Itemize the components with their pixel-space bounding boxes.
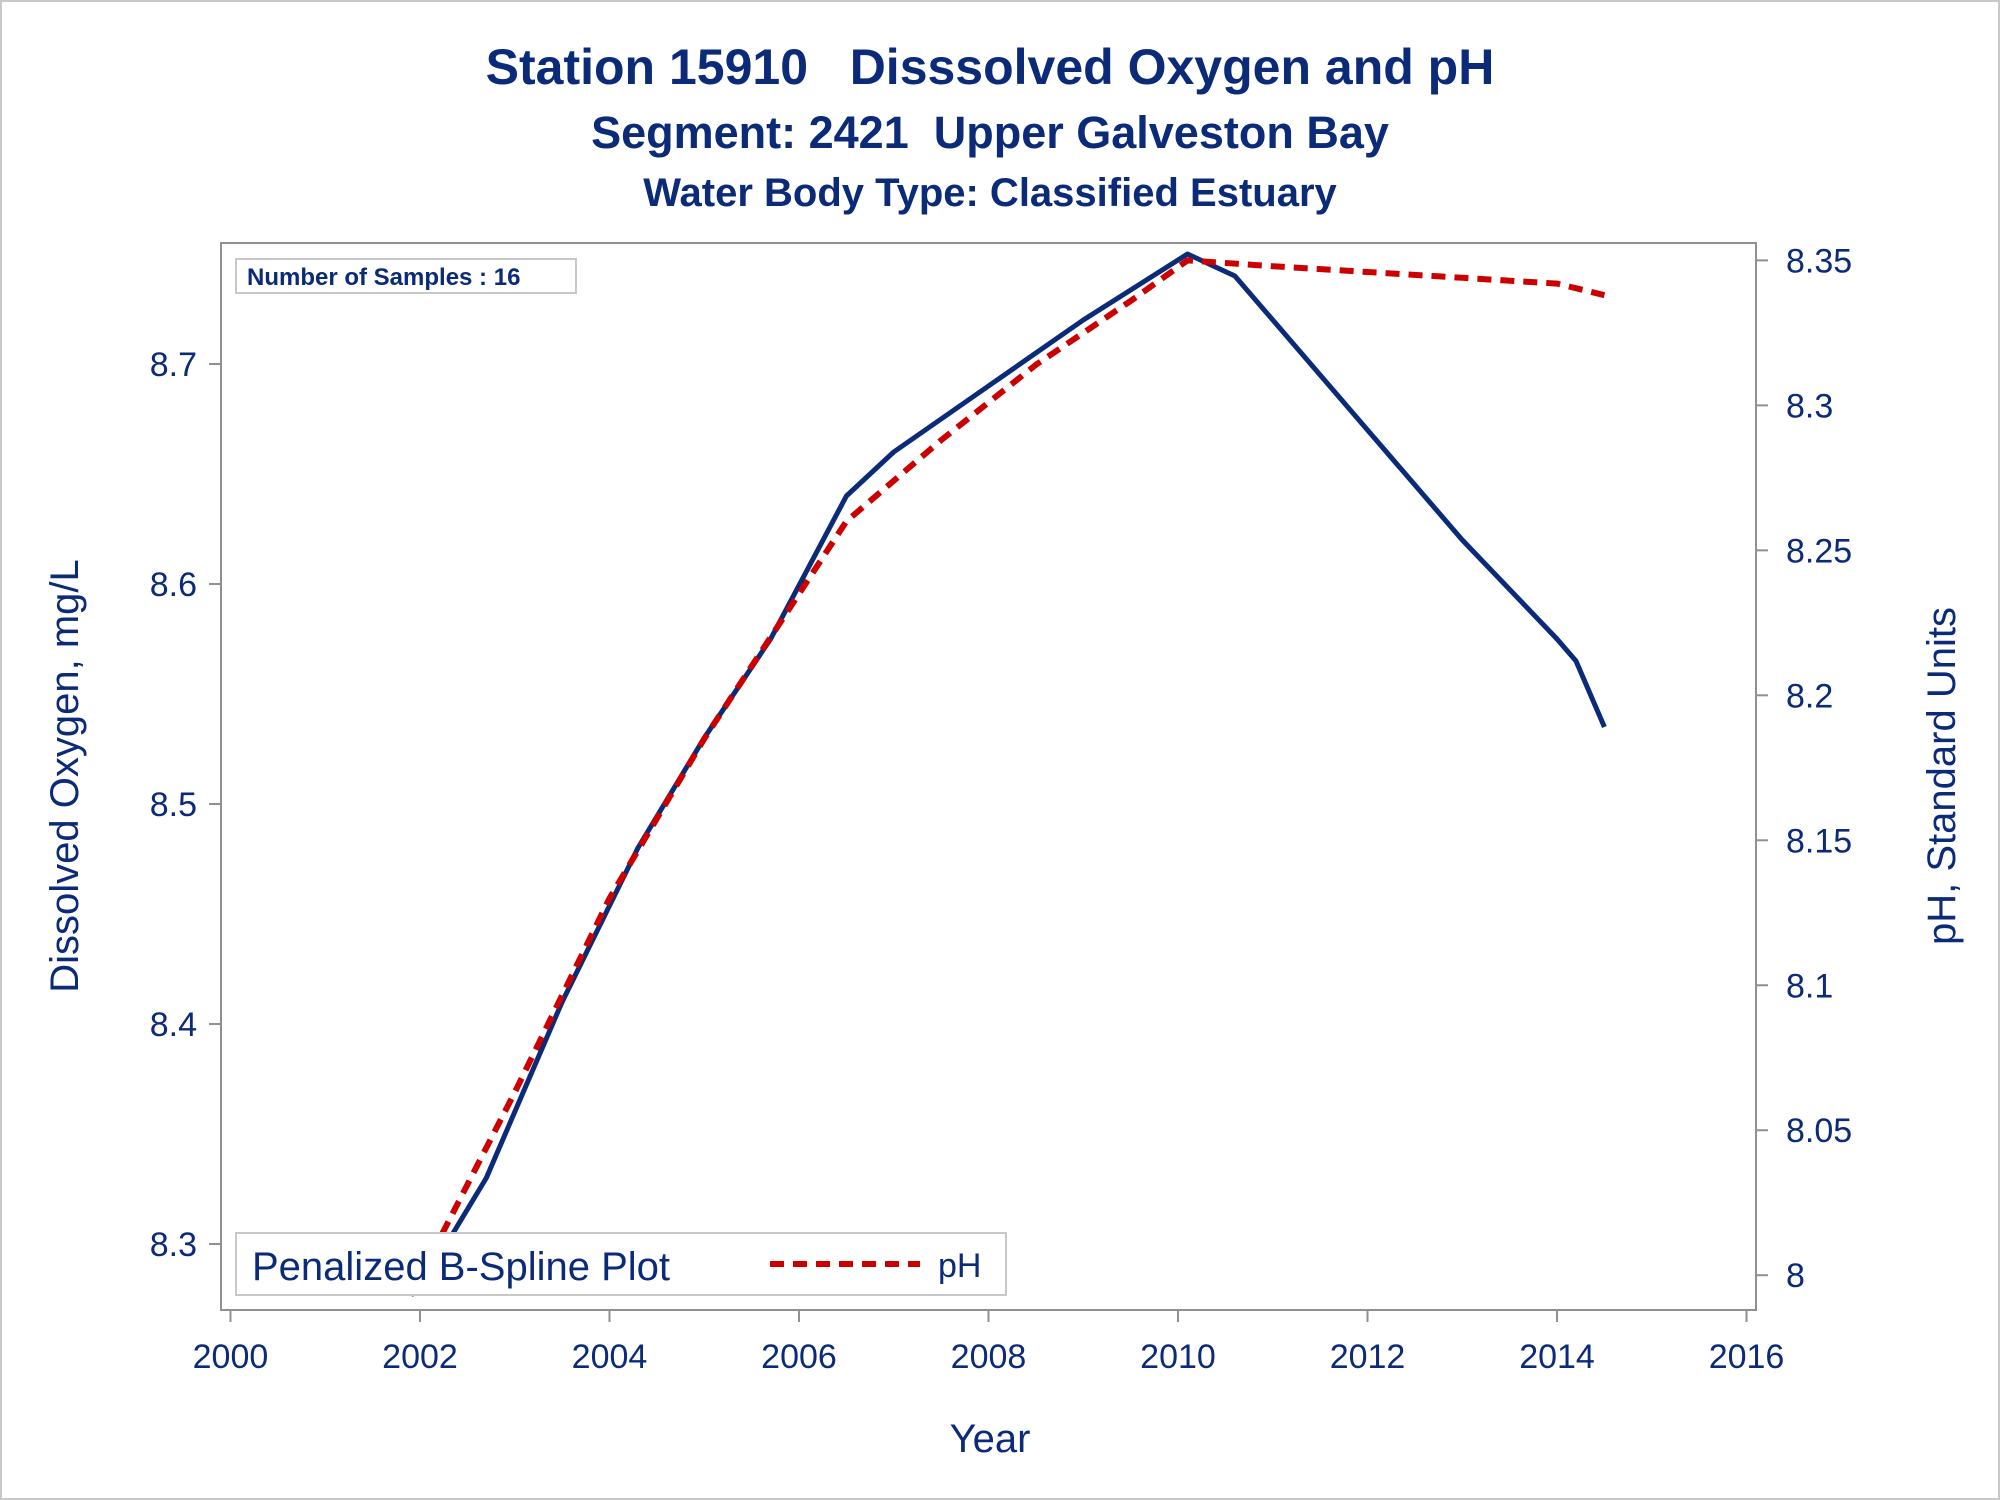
x-tick-label: 2012 [1330, 1338, 1406, 1376]
chart-title: Station 15910 Disssolved Oxygen and pH [486, 39, 1495, 95]
y-tick-label: 8.4 [150, 1006, 197, 1044]
y-tick-label: 8.6 [150, 566, 197, 604]
x-tick-label: 2004 [572, 1338, 648, 1376]
x-tick-label: 2000 [193, 1338, 269, 1376]
sample-count-inset: Number of Samples : 16 [235, 258, 577, 294]
y2-tick-label: 8.35 [1786, 242, 1852, 280]
y-tick-label: 8.5 [150, 786, 197, 824]
x-tick-label: 2002 [382, 1338, 458, 1376]
x-tick-label: 2006 [761, 1338, 837, 1376]
y2-tick-label: 8.1 [1786, 967, 1833, 1005]
legend: Penalized B-Spline Plot pH [235, 1232, 1007, 1296]
x-axis-label: Year [950, 1417, 1031, 1461]
legend-title: Penalized B-Spline Plot [252, 1245, 670, 1289]
x-tick-label: 2014 [1519, 1338, 1595, 1376]
y2-tick-label: 8 [1786, 1257, 1805, 1295]
x-tick-label: 2016 [1709, 1338, 1785, 1376]
y-tick-label: 8.3 [150, 1226, 197, 1264]
y-tick-label: 8.7 [150, 346, 197, 384]
legend-item-ph: pH [938, 1247, 981, 1285]
x-tick-label: 2008 [951, 1338, 1027, 1376]
sample-count-text: Number of Samples : 16 [247, 264, 520, 291]
y2-tick-label: 8.25 [1786, 532, 1852, 570]
y2-tick-label: 8.2 [1786, 677, 1833, 715]
y-axis-label: Dissolved Oxygen, mg/L [43, 559, 87, 993]
chart-subtitle-2: Water Body Type: Classified Estuary [643, 171, 1337, 215]
x-tick-label: 2010 [1140, 1338, 1216, 1376]
y2-tick-label: 8.15 [1786, 822, 1852, 860]
y2-axis-label: pH, Standard Units [1920, 607, 1964, 945]
chart-subtitle: Segment: 2421 Upper Galveston Bay [591, 107, 1389, 158]
y2-tick-label: 8.05 [1786, 1112, 1852, 1150]
y2-tick-label: 8.3 [1786, 387, 1833, 425]
